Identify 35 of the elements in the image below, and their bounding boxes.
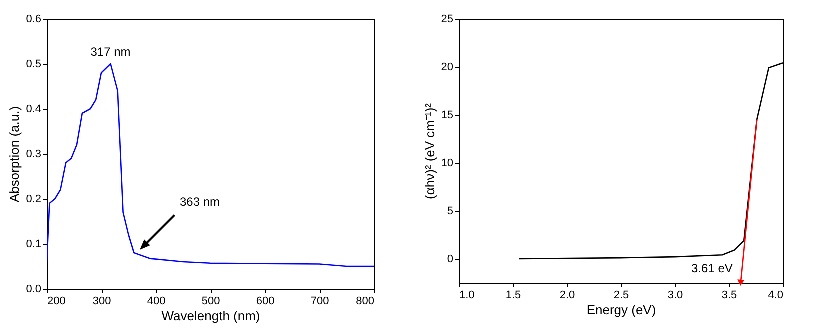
x-tick-label: 2.5 <box>614 290 630 302</box>
x-tick-label: 600 <box>256 296 275 308</box>
x-tick-label: 300 <box>92 296 112 308</box>
y-tick-label: 0.2 <box>26 194 42 206</box>
y-tick-label: 10 <box>441 158 454 170</box>
y-axis-title: (αhν)² (eV cm⁻¹)² <box>422 102 438 200</box>
y-tick-label: 5 <box>447 206 454 218</box>
x-tick-label: 1.0 <box>460 290 475 302</box>
x-tick-label: 3.0 <box>668 290 684 302</box>
y-tick-label: 15 <box>441 110 454 122</box>
x-tick-label: 200 <box>48 296 66 308</box>
x-tick-label: 500 <box>202 296 220 308</box>
y-axis-title: Absorption (a.u.) <box>7 106 22 203</box>
x-axis-title: Wavelength (nm) <box>162 308 260 324</box>
y-tick-label: 25 <box>441 14 454 26</box>
annotation: 317 nm <box>90 45 131 59</box>
y-tick-label: 0.1 <box>26 238 42 250</box>
annotation: 363 nm <box>180 195 220 209</box>
x-tick-label: 400 <box>147 296 166 308</box>
line-series <box>47 63 374 268</box>
annotation: 3.61 eV <box>692 262 733 276</box>
y-tick-label: 0.6 <box>26 14 42 26</box>
x-axis-title: Energy (eV) <box>586 302 656 318</box>
y-tick-label: 0.0 <box>26 284 42 296</box>
y-tick-label: 0.5 <box>26 58 42 70</box>
y-tick-label: 0.4 <box>26 104 42 116</box>
y-tick-label: 0.3 <box>26 148 42 160</box>
x-tick-label: 800 <box>356 296 374 308</box>
x-tick-label: 3.5 <box>722 290 738 302</box>
x-tick-label: 700 <box>310 296 330 308</box>
y-tick-label: 0 <box>447 254 454 266</box>
y-tick-label: 20 <box>441 62 454 74</box>
x-tick-label: 2.0 <box>560 290 576 302</box>
x-tick-label: 1.5 <box>506 290 522 302</box>
x-tick-label: 4.0 <box>768 290 784 302</box>
